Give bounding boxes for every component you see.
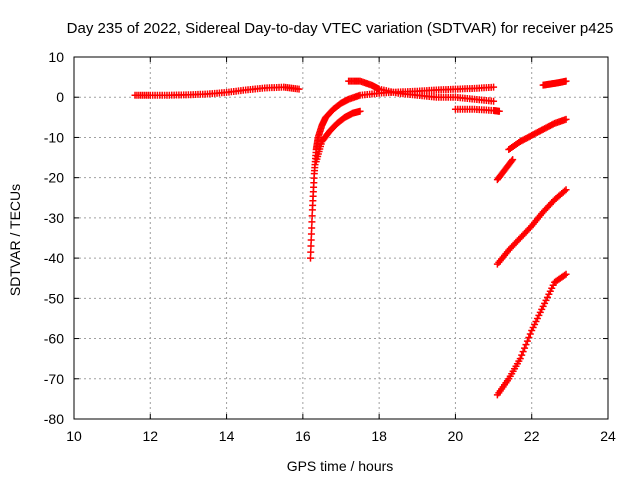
data-series (131, 83, 303, 99)
data-point (356, 107, 364, 115)
data-point (295, 85, 303, 93)
y-tick-label: -80 (44, 411, 64, 427)
data-series (306, 83, 498, 262)
data-point (307, 236, 315, 244)
data-point (521, 344, 529, 352)
data-point (509, 156, 517, 164)
data-point (307, 242, 315, 250)
data-series (312, 107, 364, 166)
y-tick-label: -10 (44, 129, 64, 145)
data-point (306, 254, 314, 262)
data-series (451, 105, 503, 115)
y-tick-label: -30 (44, 210, 64, 226)
x-tick-label: 20 (448, 428, 464, 444)
data-point (490, 97, 498, 105)
data-point (561, 187, 569, 195)
x-tick-label: 12 (142, 428, 158, 444)
data-point (526, 330, 534, 338)
y-tick-label: -20 (44, 170, 64, 186)
data-point (508, 157, 516, 165)
data-series (493, 156, 517, 184)
x-tick-label: 24 (600, 428, 616, 444)
data-point (307, 230, 315, 238)
axis-ticks: 10 12 14 16 18 20 22 24 10 0 -10 -20 -30 -40 -50 -60 -70… (44, 49, 616, 444)
data-point (525, 334, 533, 342)
y-tick-label: 0 (56, 89, 64, 105)
y-tick-label: -50 (44, 290, 64, 306)
x-tick-label: 10 (66, 428, 82, 444)
plot-frame (73, 56, 609, 420)
data-point (308, 212, 316, 220)
y-tick-label: -60 (44, 331, 64, 347)
y-axis-label: SDTVAR / TECUs (7, 184, 23, 296)
y-tick-label: -40 (44, 250, 64, 266)
data-point (519, 348, 527, 356)
data-point (562, 186, 570, 194)
data-point (562, 77, 570, 85)
data-series (345, 77, 498, 105)
data-point (522, 341, 530, 349)
data-point (495, 107, 503, 115)
x-tick-label: 18 (371, 428, 387, 444)
data-series (493, 186, 570, 268)
data-point (308, 218, 316, 226)
data-point (308, 224, 316, 232)
grid-lines (73, 56, 609, 420)
x-tick-label: 14 (219, 428, 235, 444)
data-point (561, 271, 569, 279)
x-tick-label: 16 (295, 428, 311, 444)
data-series (505, 115, 570, 154)
data-point (562, 270, 570, 278)
data-point (490, 83, 498, 91)
data-point (518, 351, 526, 359)
chart-title: Day 235 of 2022, Sidereal Day-to-day VTE… (67, 20, 614, 37)
data-point (516, 355, 524, 363)
data-point (562, 115, 570, 123)
data-point (307, 248, 315, 256)
data-points (131, 77, 570, 399)
y-tick-label: -70 (44, 371, 64, 387)
x-tick-label: 22 (524, 428, 540, 444)
y-tick-label: 10 (48, 49, 64, 65)
data-series (493, 270, 570, 399)
x-axis-label: GPS time / hours (287, 458, 394, 474)
data-series (539, 77, 570, 89)
data-point (523, 337, 531, 345)
